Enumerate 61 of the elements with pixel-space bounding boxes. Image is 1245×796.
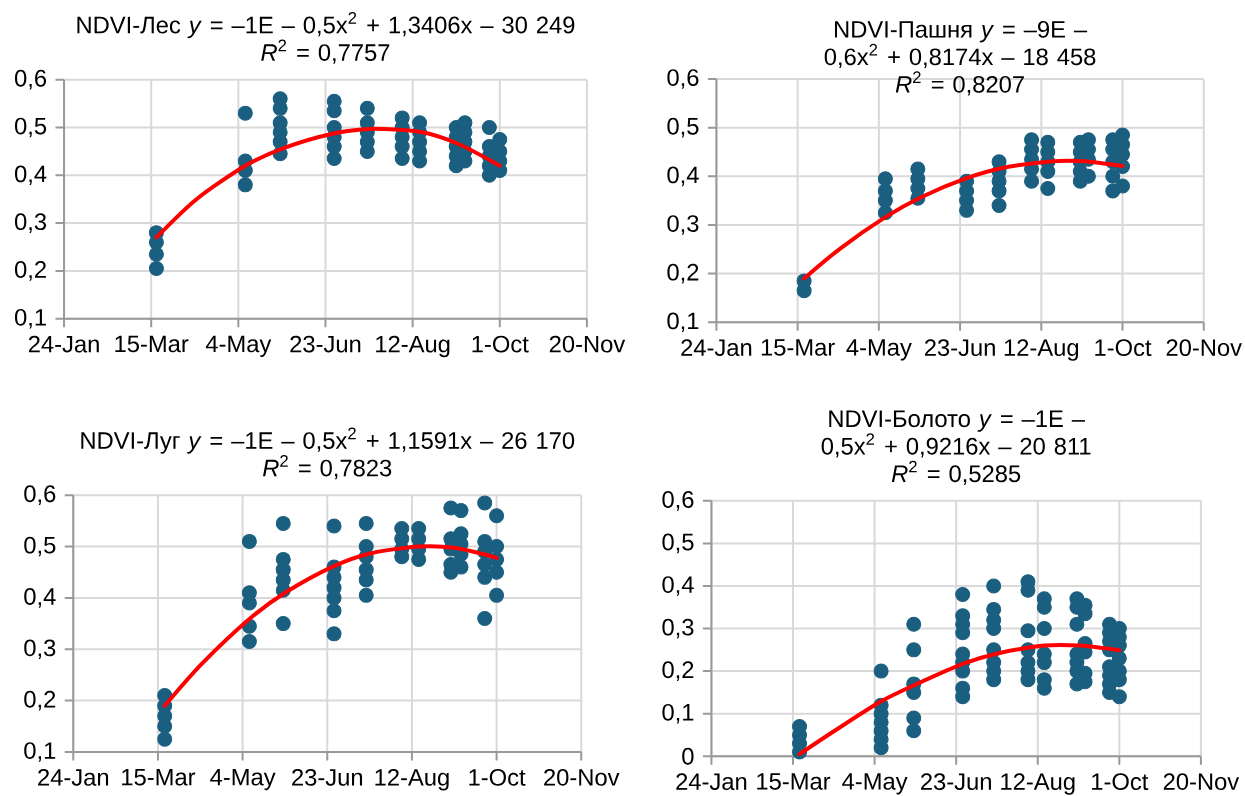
x-tick-label: 1-Oct — [1092, 773, 1149, 790]
x-tick-label: 1-Oct — [1095, 339, 1152, 357]
y-tick-label: 0,3 — [662, 618, 694, 639]
x-tick-label: 20-Nov — [544, 768, 620, 786]
x-tick-label: 23-Jun — [921, 773, 991, 790]
x-tick-label: 23-Jun — [290, 335, 361, 353]
x-tick-label: 4-May — [210, 768, 276, 791]
y-tick-label: 0,4 — [24, 588, 56, 608]
x-tick-label: 4-May — [846, 339, 912, 361]
x-tick-label: 12-Aug — [1004, 339, 1079, 361]
chart-subtitle: R$^{2}$ = 0,7757 — [261, 39, 390, 64]
x-tick-label: 24-Jan — [676, 773, 747, 790]
chart-title: NDVI-Болото y = –1E – 0,5x$^{2}$ + 0,9216x – 20 811 — [821, 410, 1091, 458]
x-tick-label: 20-Nov — [1163, 773, 1240, 790]
y-tick-label: 0,6 — [667, 69, 699, 89]
y-tick-label: 0,3 — [667, 215, 699, 235]
y-tick-label: 0,4 — [15, 165, 47, 186]
y-tick-label: 0,2 — [662, 661, 694, 681]
y-tick-label: 0,5 — [15, 117, 47, 138]
y-tick-label: 0,2 — [15, 261, 46, 281]
chart-subtitle: R$^{2}$ = 0,8207 — [895, 71, 1024, 96]
x-tick-label: 12-Aug — [376, 335, 450, 358]
x-tick-label: 23-Jun — [924, 339, 995, 357]
x-tick-label: 15-Mar — [761, 339, 835, 356]
x-tick-label: 24-Jan — [28, 335, 99, 353]
x-tick-label: 4-May — [205, 335, 272, 357]
chart-subtitle: R$^{2}$ = 0,7823 — [263, 455, 392, 480]
x-tick-label: 1-Oct — [469, 768, 526, 786]
y-tick-label: 0,3 — [15, 213, 47, 233]
y-tick-label: 0,1 — [662, 703, 694, 724]
y-tick-label: 0,5 — [662, 533, 694, 554]
x-tick-label: 23-Jun — [292, 768, 363, 786]
x-tick-label: 1-Oct — [472, 335, 529, 353]
chart-title: NDVI-Пашня y = –9E – 0,6x$^{2}$ + 0,8174x – 18 458 — [824, 20, 1096, 69]
x-tick-label: 20-Nov — [1166, 339, 1242, 357]
y-tick-label: 0,2 — [667, 263, 699, 284]
y-tick-label: 0,6 — [662, 491, 694, 511]
y-tick-label: 0,4 — [662, 576, 694, 596]
chart-title: NDVI-Луг y = –1E – 0,5x$^{2}$ + 1,1591x – 26 170 — [81, 427, 575, 454]
y-tick-label: 0,1 — [667, 312, 699, 333]
chart-title: NDVI-Лес y = –1E – 0,5x$^{2}$ + 1,3406x – 30 249 — [77, 12, 575, 39]
y-tick-label: 0,5 — [667, 117, 699, 138]
x-tick-label: 20-Nov — [549, 335, 626, 353]
y-tick-label: 0,1 — [15, 308, 46, 329]
x-tick-label: 15-Mar — [115, 335, 189, 353]
x-tick-label: 4-May — [842, 773, 908, 795]
y-tick-label: 0,5 — [24, 536, 56, 557]
x-tick-label: 15-Mar — [757, 773, 831, 790]
x-tick-label: 12-Aug — [375, 768, 449, 791]
y-tick-label: 0,1 — [24, 742, 56, 762]
x-tick-label: 24-Jan — [681, 339, 752, 357]
x-tick-label: 24-Jan — [38, 768, 109, 786]
x-tick-label: 15-Mar — [122, 768, 196, 786]
y-tick-label: 0,6 — [15, 69, 47, 90]
x-tick-label: 12-Aug — [1001, 773, 1075, 795]
y-tick-label: 0 — [682, 747, 694, 765]
y-tick-label: 0,6 — [24, 485, 56, 505]
y-tick-label: 0,4 — [667, 166, 699, 187]
y-tick-label: 0,3 — [24, 639, 56, 660]
y-tick-label: 0,2 — [24, 690, 56, 711]
chart-subtitle: R$^{2}$ = 0,5285 — [891, 460, 1021, 485]
